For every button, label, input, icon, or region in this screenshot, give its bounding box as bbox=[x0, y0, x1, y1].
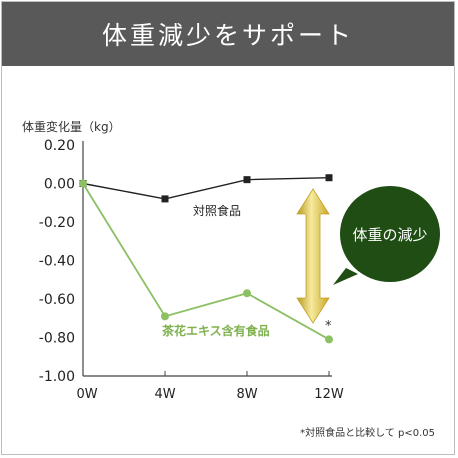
y-tick-label: -0.80 bbox=[39, 331, 75, 347]
double-arrow-icon bbox=[296, 188, 330, 324]
y-tick-label: -1.00 bbox=[39, 369, 75, 385]
y-ticks: 0.20 0.00 -0.20 -0.40 -0.60 -0.80 -1.00 bbox=[39, 138, 75, 385]
callout-bubble bbox=[340, 186, 440, 282]
y-tick-label: -0.40 bbox=[39, 254, 75, 270]
data-point bbox=[79, 179, 87, 188]
x-tick-label: 4W bbox=[154, 387, 175, 402]
y-tick-label: 0.00 bbox=[44, 177, 75, 193]
series-line bbox=[82, 183, 330, 341]
series-layer bbox=[79, 174, 333, 344]
data-point bbox=[243, 176, 251, 184]
callout-tail bbox=[333, 268, 358, 285]
y-tick-label: -0.20 bbox=[39, 215, 75, 231]
y-tick-label: 0.20 bbox=[44, 138, 75, 154]
x-tick-label: 8W bbox=[236, 387, 257, 402]
series-label-treatment: 茶花エキス含有食品 bbox=[161, 323, 270, 338]
significance-mark: * bbox=[325, 319, 332, 334]
series-label-control: 対照食品 bbox=[193, 203, 241, 218]
data-point bbox=[161, 312, 169, 321]
y-tick-label: -0.60 bbox=[39, 292, 75, 308]
data-point bbox=[161, 195, 169, 203]
data-point bbox=[325, 174, 333, 182]
footnote: *対照食品と比較して p<0.05 bbox=[300, 426, 435, 439]
series-line bbox=[82, 177, 330, 200]
x-tick-label: 0W bbox=[76, 387, 97, 402]
data-point bbox=[243, 289, 251, 298]
page-title: 体重減少をサポート bbox=[2, 2, 454, 66]
x-ticks: 0W 4W 8W 12W bbox=[76, 371, 344, 402]
x-tick-label: 12W bbox=[314, 387, 344, 402]
y-axis-label: 体重変化量（kg） bbox=[22, 119, 121, 134]
callout-text: 体重の減少 bbox=[352, 226, 427, 244]
data-point bbox=[325, 335, 333, 344]
